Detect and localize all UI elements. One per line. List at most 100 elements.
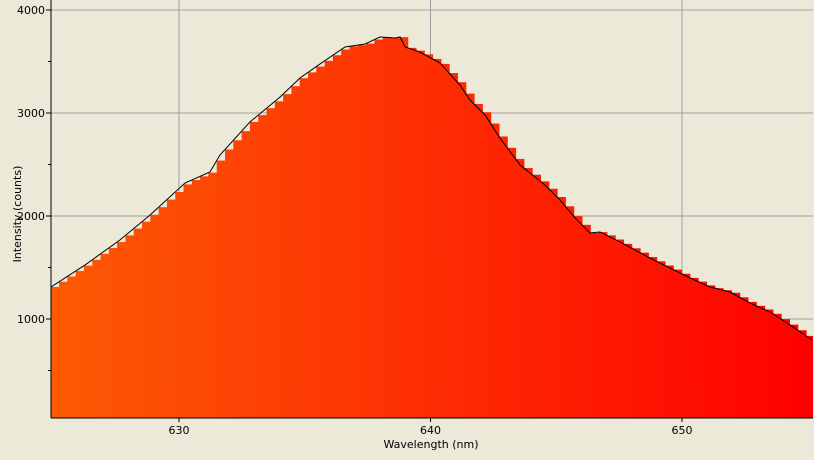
bar: [805, 335, 813, 418]
bar: [125, 235, 135, 418]
bar: [308, 72, 317, 418]
bar: [391, 37, 400, 418]
bar: [200, 176, 210, 418]
bar: [158, 207, 168, 418]
bar: [324, 60, 334, 418]
bars: [51, 37, 813, 418]
bar: [565, 206, 575, 418]
bar: [615, 239, 625, 418]
y-tick-label: 4000: [17, 4, 45, 17]
bar: [698, 281, 707, 418]
bar: [382, 37, 392, 418]
bar: [573, 216, 583, 418]
bar: [374, 39, 384, 418]
bar: [432, 58, 442, 418]
bar: [581, 224, 591, 418]
bar: [764, 309, 774, 418]
bar: [664, 265, 674, 418]
bar: [440, 63, 450, 418]
bar: [557, 197, 566, 418]
y-tick-label: 2000: [17, 210, 45, 223]
axes: 630 640 650 1000 2000 3000 4000: [17, 0, 813, 437]
bar: [183, 184, 193, 418]
bar: [706, 285, 716, 418]
x-tick-label: 630: [169, 424, 190, 437]
bar: [67, 276, 77, 418]
bar: [117, 241, 127, 418]
bar: [681, 273, 691, 418]
bar: [772, 313, 782, 418]
bar: [316, 66, 326, 418]
y-axis-label: Intensity (counts): [11, 166, 24, 263]
bar: [241, 131, 251, 418]
x-axis-label: Wavelength (nm): [383, 438, 478, 451]
x-tick-label: 650: [672, 424, 693, 437]
bar: [498, 136, 508, 418]
bar: [714, 288, 724, 418]
y-tick-label: 1000: [17, 313, 45, 326]
bar: [507, 147, 517, 418]
bar: [490, 123, 500, 418]
bar: [747, 301, 757, 418]
bar: [656, 261, 666, 418]
bar: [357, 45, 367, 418]
bar: [175, 191, 185, 418]
bar: [225, 149, 234, 418]
bar: [283, 94, 293, 418]
bar: [673, 269, 683, 418]
bar: [474, 104, 483, 418]
bar: [731, 292, 741, 418]
bar: [639, 252, 649, 418]
bar: [216, 160, 226, 418]
bar: [249, 121, 259, 418]
bar: [59, 281, 68, 418]
x-tick-label: 640: [420, 424, 441, 437]
bar: [457, 82, 467, 418]
bar: [482, 112, 492, 418]
bar: [274, 101, 284, 418]
bar: [83, 265, 93, 418]
bar: [739, 297, 749, 418]
y-tick-label: 3000: [17, 107, 45, 120]
bar: [349, 46, 359, 418]
bar: [449, 73, 459, 418]
bar: [465, 93, 475, 418]
bar: [689, 277, 699, 418]
bar: [540, 181, 550, 418]
bar: [648, 257, 658, 418]
bar: [133, 228, 143, 418]
bar: [233, 140, 243, 418]
bar: [341, 49, 351, 418]
bar: [598, 232, 608, 418]
bar: [332, 55, 342, 418]
bar: [258, 115, 268, 418]
bar: [548, 188, 558, 418]
bar: [291, 86, 301, 418]
bar: [150, 214, 160, 418]
bar: [515, 158, 525, 418]
bar: [266, 108, 276, 418]
bar: [75, 271, 85, 418]
bar: [92, 259, 102, 418]
bar: [108, 247, 118, 418]
bar: [523, 168, 533, 418]
bar: [532, 174, 542, 418]
bar: [166, 199, 176, 418]
bar: [366, 43, 376, 418]
bar: [399, 37, 409, 418]
bar: [781, 319, 790, 418]
bar: [797, 330, 807, 418]
series-line: [51, 36, 813, 341]
bar: [789, 324, 799, 418]
bar: [142, 221, 151, 418]
bar: [299, 78, 309, 418]
bar: [407, 47, 417, 418]
bar: [415, 50, 425, 418]
bar: [631, 248, 641, 418]
bar: [191, 180, 201, 418]
bar: [623, 243, 633, 418]
bar: [424, 54, 434, 418]
bar: [722, 290, 732, 418]
bar: [756, 305, 766, 418]
